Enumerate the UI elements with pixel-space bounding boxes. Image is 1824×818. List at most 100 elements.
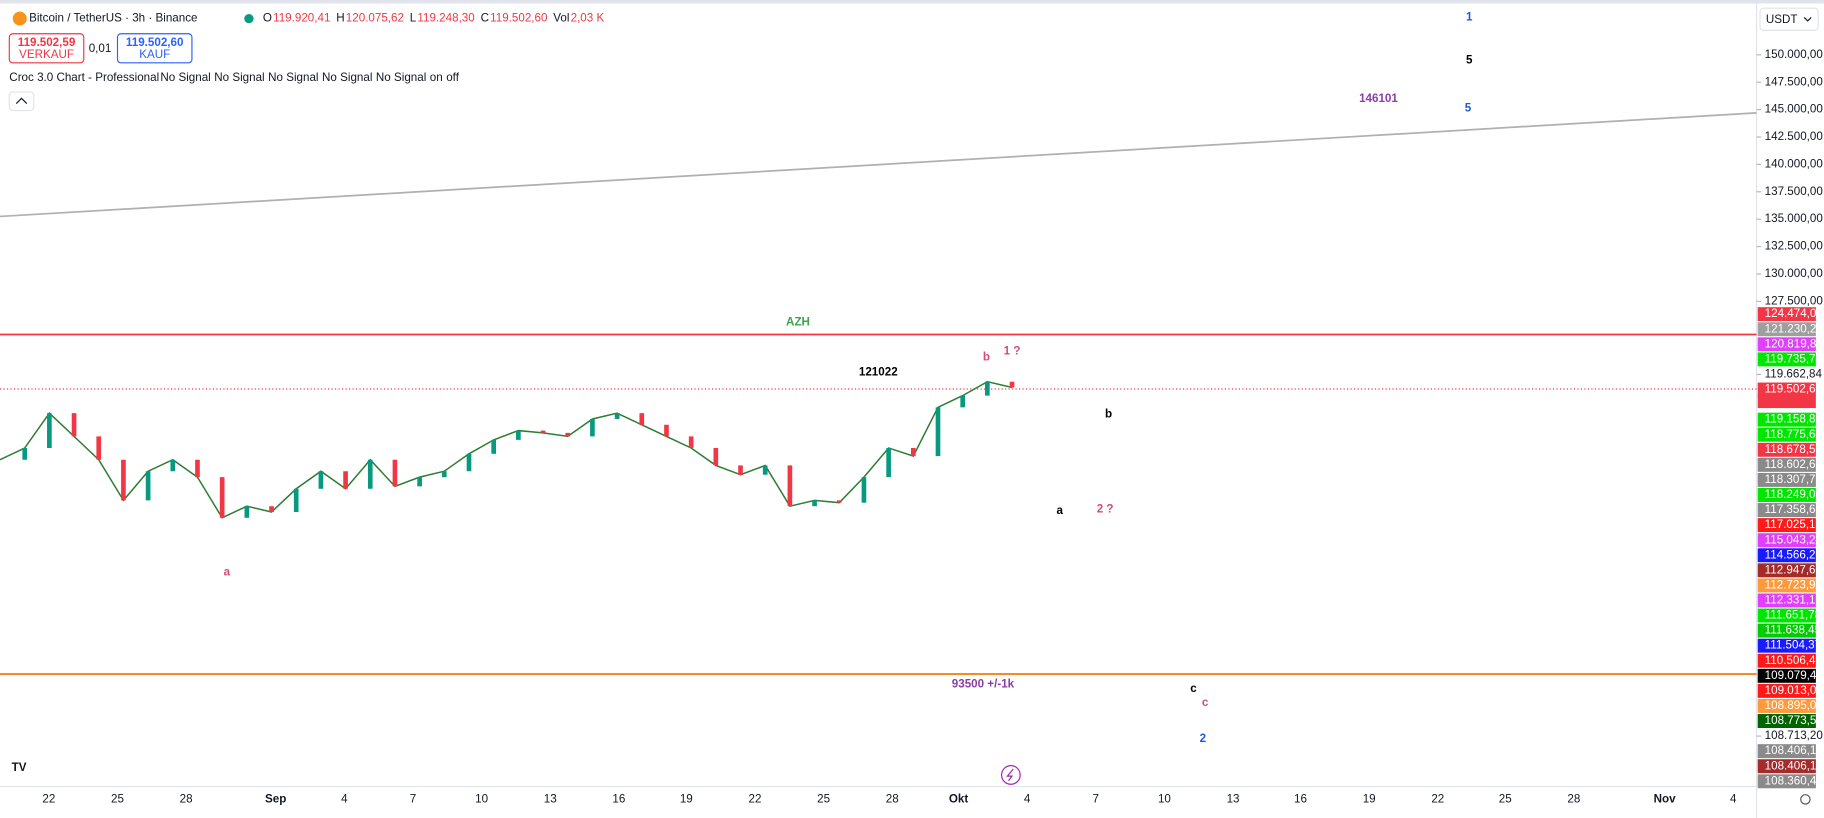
price-label-bg: [1757, 472, 1816, 487]
price-label: 108.406,18: [1765, 759, 1823, 772]
candle: [738, 465, 743, 475]
candle: [170, 459, 176, 472]
candle: [960, 395, 965, 408]
candle: [343, 471, 348, 489]
annotation: 121022: [859, 365, 898, 378]
annotation: b: [983, 350, 990, 363]
x-tick-label: 13: [544, 792, 557, 805]
x-tick-label: 28: [1567, 792, 1580, 805]
candle: [713, 448, 719, 466]
candle: [244, 506, 250, 518]
y-tick-label: 147.500,00: [1765, 75, 1824, 88]
candle: [121, 459, 126, 501]
event-bolt: [1006, 768, 1014, 782]
x-tick-label: Nov: [1654, 792, 1676, 805]
y-tick-label: 140.000,00: [1765, 157, 1824, 170]
price-label: 119.502,60: [1765, 383, 1823, 396]
annotation: 5: [1466, 54, 1473, 67]
price-label-bg: [1757, 307, 1816, 322]
x-tick-label: 28: [180, 792, 193, 805]
ohlc: O 119.920,41 H 120.075,62 L 119.248,30 C 119.50…: [263, 12, 605, 25]
price-label-bg: [1757, 774, 1816, 789]
price-label-bg: [1757, 683, 1816, 698]
candle: [392, 459, 398, 487]
top-border: [0, 0, 1824, 4]
y-tick-label: 135.000,00: [1765, 212, 1824, 225]
price-line: [0, 380, 1013, 519]
y-tick-label: 132.500,00: [1765, 240, 1824, 253]
candle: [293, 488, 299, 513]
x-tick-label: Sep: [265, 792, 286, 805]
candle: [861, 477, 867, 503]
collapse-icon: [15, 97, 28, 104]
price-label: 108.895,01: [1765, 699, 1823, 712]
price-label-bg: [1757, 563, 1816, 578]
symbol: Bitcoin / TetherUS · 3h · Binance: [29, 12, 197, 25]
price-label: 108.406,18: [1765, 744, 1823, 757]
candle: [318, 471, 324, 489]
price-label: 118.678,55: [1765, 443, 1822, 456]
countdown-bg: [1757, 395, 1816, 409]
ohlc-key: O: [263, 12, 272, 25]
y-tick-label: 130.000,00: [1765, 267, 1824, 280]
x-tick-label: 4: [1730, 792, 1737, 805]
price-label: 115.043,24: [1765, 533, 1823, 546]
currency: USDT: [1766, 13, 1798, 26]
annotation: 5: [1465, 101, 1472, 114]
x-tick-label: 19: [680, 792, 693, 805]
annotation: a: [224, 566, 231, 579]
price-label: 111.638,45: [1765, 624, 1821, 637]
tv-logo: TV: [12, 761, 27, 774]
candle: [565, 432, 571, 437]
price-label-bg: [1757, 759, 1816, 774]
price-label: 114.566,27: [1765, 548, 1822, 561]
annotation: 93500 +/-1k: [952, 677, 1015, 690]
toggle-off: off: [446, 71, 459, 84]
currency-select[interactable]: [1759, 7, 1819, 31]
x-tick-label: 28: [886, 792, 899, 805]
x-tick-label: 4: [1024, 792, 1031, 805]
signal: No Signal: [322, 71, 372, 84]
settings-icon[interactable]: [1800, 794, 1811, 805]
event-icon[interactable]: [1000, 765, 1021, 785]
price-label: 117.358,62: [1765, 503, 1822, 516]
x-tick-label: 7: [410, 792, 416, 805]
price-label: 118.307,70: [1765, 473, 1823, 486]
candle: [540, 430, 546, 433]
buy-button[interactable]: [116, 33, 193, 64]
sell-button[interactable]: [8, 33, 85, 64]
candle: [639, 413, 645, 425]
x-tick-label: 19: [1363, 792, 1376, 805]
candle: [836, 500, 842, 503]
price-label-bg: [1757, 744, 1816, 759]
candle: [145, 471, 151, 501]
signal: No Signal: [268, 71, 318, 84]
x-tick-label: 10: [1158, 792, 1171, 805]
collapse-button[interactable]: [8, 91, 35, 112]
x-tick-label: 22: [748, 792, 761, 805]
price-label-bg: [1757, 608, 1816, 623]
annotation: 1 ?: [1004, 344, 1021, 357]
x-tick-label: 4: [341, 792, 348, 805]
candle: [466, 453, 472, 472]
ohlc-value: 120.075,62: [346, 12, 404, 25]
ohlc-key: L: [410, 12, 417, 25]
candle: [441, 471, 447, 478]
price-label-bg: [1757, 623, 1816, 638]
candle: [219, 477, 225, 518]
x-tick-label: 25: [817, 792, 830, 805]
sell-label: VERKAUF: [19, 48, 74, 61]
x-tick-label: 13: [1227, 792, 1240, 805]
price-label-bg: [1757, 548, 1816, 563]
candle: [1009, 381, 1015, 388]
candle: [910, 448, 916, 457]
x-tick-label: 16: [1294, 792, 1307, 805]
price-label: 121.230,24: [1765, 322, 1824, 335]
price-label-bg: [1757, 593, 1816, 608]
price-label: 118.602,65: [1765, 458, 1822, 471]
candle: [22, 448, 28, 460]
y-tick-label: 142.500,00: [1765, 130, 1824, 143]
x-tick-label: 22: [1431, 792, 1444, 805]
ohlc-value: 119.502,60: [490, 12, 548, 25]
annotation: 2 ?: [1097, 503, 1114, 516]
